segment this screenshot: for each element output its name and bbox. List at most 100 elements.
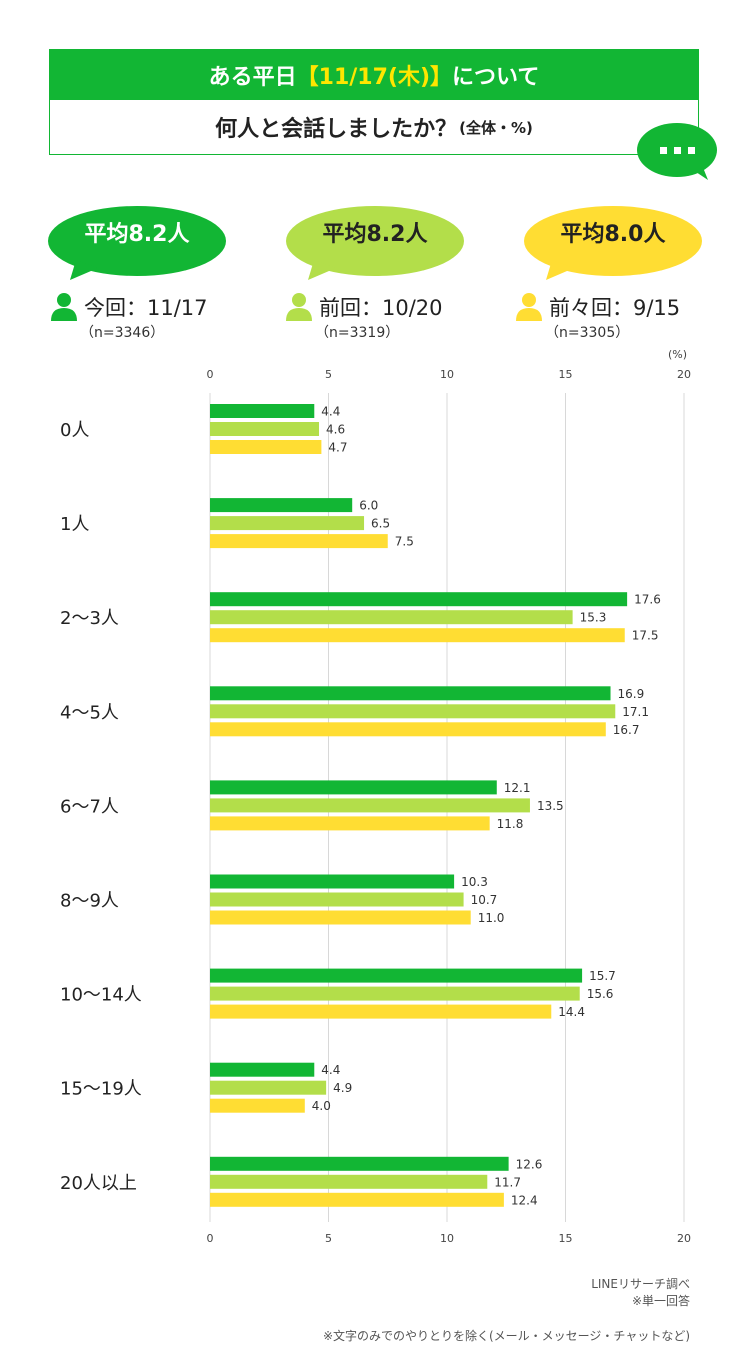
value-label-3-1: 17.1 — [622, 705, 649, 719]
bar-4-2 — [210, 816, 490, 831]
question-sub: (全体・%) — [459, 118, 533, 137]
value-label-7-2: 4.0 — [312, 1099, 331, 1113]
bar-2-2 — [210, 628, 625, 643]
value-label-5-1: 10.7 — [471, 893, 498, 907]
value-label-6-0: 15.7 — [589, 969, 616, 983]
value-label-6-1: 15.6 — [587, 987, 614, 1001]
legend-before-previous: 前々回：9/15 （n=3305） — [515, 292, 680, 341]
bar-1-2 — [210, 534, 388, 549]
x-tick-bottom-0: 0 — [207, 1232, 214, 1245]
category-label-5: 8〜9人 — [60, 891, 119, 912]
bar-7-1 — [210, 1080, 327, 1095]
value-label-5-2: 11.0 — [478, 911, 505, 925]
bar-8-1 — [210, 1174, 488, 1189]
category-label-3: 4〜5人 — [60, 702, 119, 723]
value-label-1-0: 6.0 — [359, 499, 378, 513]
question-text: 何人と会話しましたか？ — [215, 117, 458, 142]
bar-8-0 — [210, 1156, 509, 1171]
average-text-previous: 平均8.2人 — [322, 222, 428, 247]
bar-1-1 — [210, 516, 365, 531]
bar-5-0 — [210, 874, 455, 889]
bar-4-0 — [210, 780, 497, 795]
value-label-4-2: 11.8 — [497, 817, 524, 831]
legend-previous: 前回：10/20 （n=3319） — [285, 292, 443, 341]
person-icon — [51, 293, 77, 321]
bar-0-2 — [210, 440, 322, 454]
bar-0-0 — [210, 404, 315, 418]
value-label-1-2: 7.5 — [395, 535, 414, 549]
x-tick-top-20: 20 — [677, 368, 691, 381]
value-label-4-0: 12.1 — [504, 781, 531, 795]
x-tick-bottom-15: 15 — [559, 1232, 573, 1245]
exclusion-note: ※文字のみでのやりとりを除く(メール・メッセージ・チャットなど) — [322, 1329, 690, 1343]
value-label-8-2: 12.4 — [511, 1193, 538, 1207]
value-label-2-0: 17.6 — [634, 593, 661, 607]
category-label-2: 2〜3人 — [60, 608, 119, 629]
category-label-4: 6〜7人 — [60, 796, 119, 817]
x-tick-bottom-5: 5 — [325, 1232, 332, 1245]
speech-bubble-icon — [524, 206, 702, 280]
title-date: 【11/17(木)】 — [296, 65, 453, 90]
average-bubble-previous: 平均8.2人 — [286, 198, 464, 284]
bar-0-1 — [210, 422, 320, 436]
chart-title-box: ある平日 【11/17(木)】 について 何人と会話しましたか？ (全体・%) — [49, 49, 699, 155]
category-label-1: 1人 — [60, 514, 89, 535]
value-label-3-0: 16.9 — [618, 687, 645, 701]
bar-6-2 — [210, 1004, 552, 1019]
value-label-7-0: 4.4 — [321, 1063, 340, 1077]
person-icon — [286, 293, 312, 321]
legend-label: 前々回：9/15 — [549, 296, 681, 320]
category-label-8: 20人以上 — [60, 1173, 137, 1194]
bar-1-0 — [210, 498, 353, 513]
value-label-7-1: 4.9 — [333, 1081, 352, 1095]
chart-title-line2: 何人と会話しましたか？ (全体・%) — [50, 100, 698, 154]
legend-label: 前回：10/20 — [319, 296, 443, 320]
value-label-4-1: 13.5 — [537, 799, 564, 813]
value-label-8-0: 12.6 — [516, 1157, 543, 1171]
legend-sample-size: （n=3319） — [315, 325, 400, 341]
source-note: LINEリサーチ調べ — [591, 1277, 690, 1291]
value-label-0-1: 4.6 — [326, 423, 345, 437]
bar-5-1 — [210, 892, 464, 907]
speech-bubble-icon — [286, 206, 464, 280]
x-tick-top-15: 15 — [559, 368, 573, 381]
bar-3-0 — [210, 686, 611, 701]
value-label-3-2: 16.7 — [613, 723, 640, 737]
unit-label: (%) — [668, 348, 687, 361]
legend-sample-size: （n=3305） — [545, 325, 630, 341]
bubble-shape — [48, 206, 226, 276]
speech-bubble-icon — [48, 206, 226, 280]
value-label-1-1: 6.5 — [371, 517, 390, 531]
average-text-current: 平均8.2人 — [84, 222, 190, 247]
average-text-before-previous: 平均8.0人 — [560, 222, 666, 247]
x-tick-bottom-10: 10 — [440, 1232, 454, 1245]
bar-3-1 — [210, 704, 616, 719]
bar-7-0 — [210, 1062, 315, 1077]
legend-current: 今回：11/17 （n=3346） — [50, 292, 208, 341]
bar-4-1 — [210, 798, 530, 813]
value-label-2-1: 15.3 — [580, 611, 607, 625]
average-bubble-before-previous: 平均8.0人 — [524, 198, 702, 284]
person-icon — [516, 293, 542, 321]
legend-sample-size: （n=3346） — [80, 325, 165, 341]
x-tick-bottom-20: 20 — [677, 1232, 691, 1245]
bar-5-2 — [210, 910, 471, 925]
value-label-8-1: 11.7 — [494, 1175, 521, 1189]
bar-2-1 — [210, 610, 573, 625]
value-label-6-2: 14.4 — [558, 1005, 585, 1019]
title-suffix: について — [452, 65, 540, 90]
category-label-7: 15〜19人 — [60, 1079, 142, 1100]
bar-3-2 — [210, 722, 606, 737]
bar-2-0 — [210, 592, 628, 607]
chart-title-line1: ある平日 【11/17(木)】 について — [50, 50, 698, 100]
value-label-0-0: 4.4 — [321, 405, 340, 419]
legend-label: 今回：11/17 — [84, 296, 208, 320]
x-tick-top-10: 10 — [440, 368, 454, 381]
bar-6-0 — [210, 968, 583, 983]
bar-6-1 — [210, 986, 580, 1001]
title-prefix: ある平日 — [208, 65, 297, 90]
average-bubble-current: 平均8.2人 — [48, 198, 226, 284]
category-label-6: 10〜14人 — [60, 985, 142, 1006]
x-tick-top-5: 5 — [325, 368, 332, 381]
answer-note: ※単一回答 — [631, 1294, 690, 1308]
